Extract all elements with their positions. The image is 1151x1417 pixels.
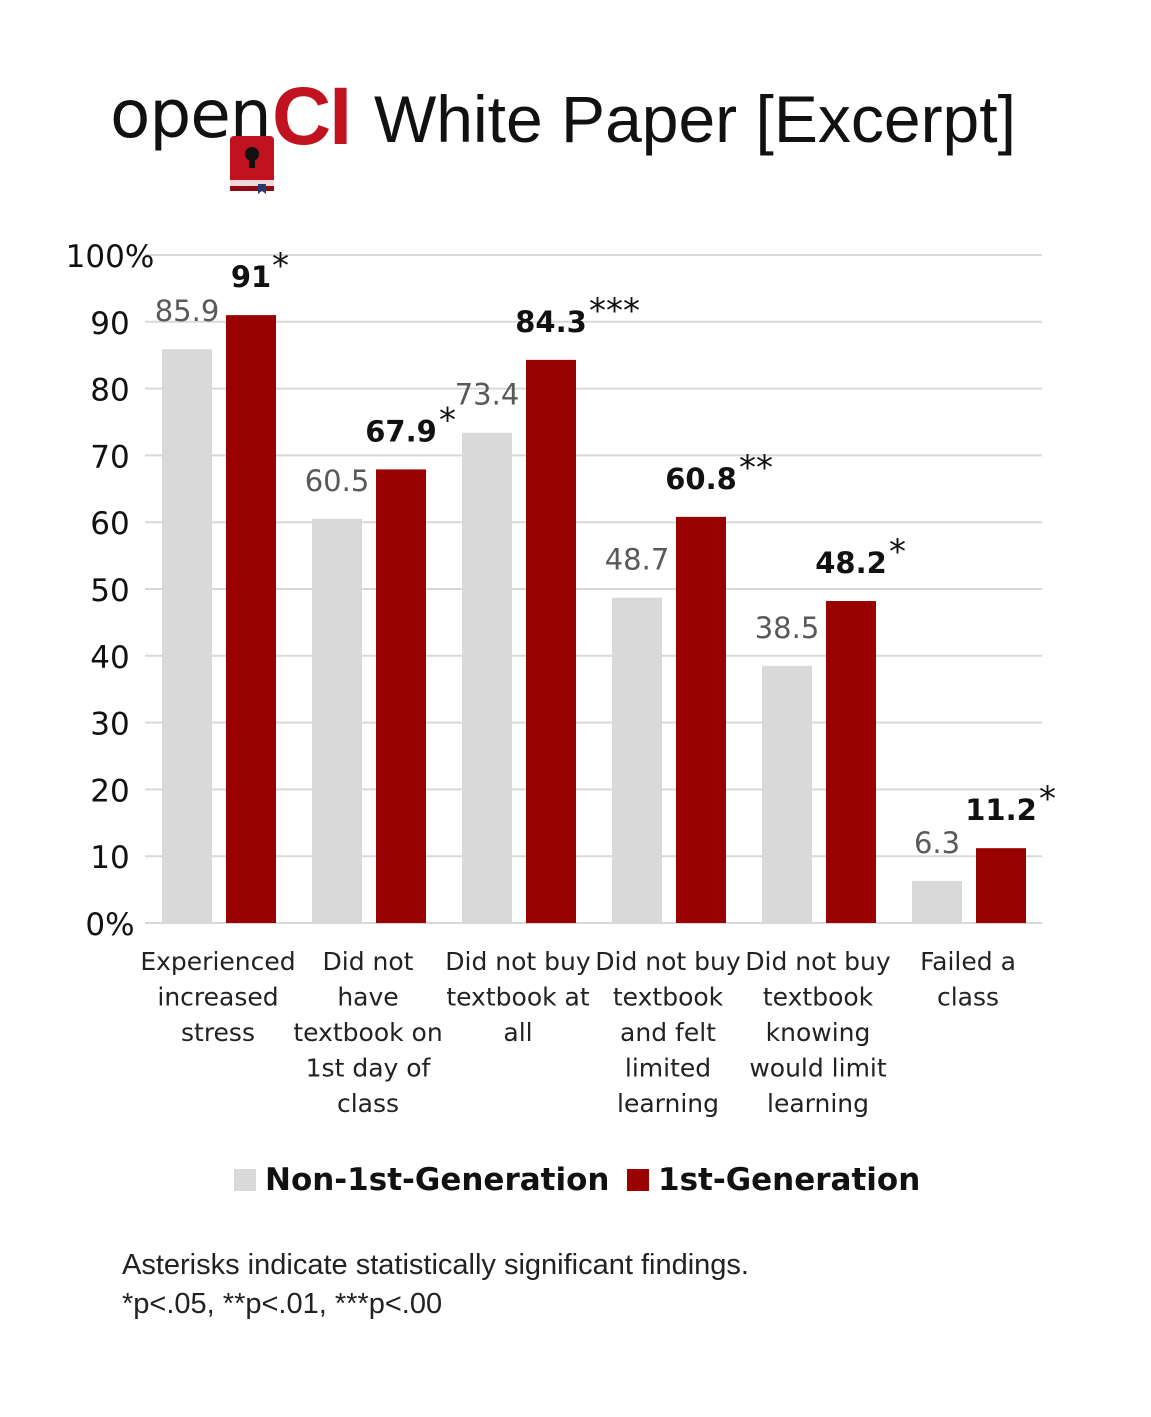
category-label: all — [503, 1018, 532, 1047]
bar-first-gen — [976, 848, 1026, 923]
y-tick-label: 70 — [90, 439, 129, 475]
legend-item-first-gen: 1st-Generation — [627, 1162, 920, 1198]
y-tick-label: 10 — [90, 840, 129, 876]
y-tick-label: 30 — [90, 707, 129, 743]
y-tick-label: 100% — [66, 239, 155, 275]
legend-label-first-gen: 1st-Generation — [658, 1162, 921, 1198]
data-label-first-gen: 48.2 — [815, 546, 887, 580]
logo-ci: CI — [272, 71, 352, 162]
significance-marker: * — [889, 532, 906, 572]
y-tick-label: 80 — [90, 373, 129, 409]
data-label-first-gen: 67.9 — [365, 414, 437, 448]
y-tick-label: 0% — [85, 907, 134, 943]
category-label: have — [337, 983, 398, 1012]
data-label-non-first-gen: 85.9 — [155, 294, 220, 328]
legend-swatch-non-first-gen — [234, 1169, 256, 1191]
category-label: Experienced — [140, 947, 295, 976]
data-label-non-first-gen: 60.5 — [305, 464, 370, 498]
footnote: Asterisks indicate statistically signifi… — [122, 1246, 749, 1324]
bar-non-first-gen — [762, 665, 812, 923]
data-label-first-gen: 91 — [231, 260, 271, 294]
category-label: textbook at — [446, 983, 590, 1012]
bar-first-gen — [376, 469, 426, 923]
category-label: Did not buy — [745, 947, 891, 976]
category-label: limited — [625, 1054, 711, 1083]
bar-first-gen — [826, 601, 876, 923]
category-label: Did not — [323, 947, 414, 976]
y-tick-label: 60 — [90, 506, 129, 542]
y-tick-label: 20 — [90, 773, 129, 809]
bar-first-gen — [226, 315, 276, 923]
y-axis-ticks: 0% 10 20 30 40 50 60 70 80 90 100% — [66, 239, 155, 943]
bar-first-gen — [676, 516, 726, 923]
bar-first-gen — [526, 359, 576, 924]
category-label: textbook — [613, 983, 724, 1012]
category-label: Did not buy — [595, 947, 741, 976]
significance-marker: * — [272, 246, 289, 286]
data-label-first-gen: 60.8 — [665, 462, 737, 496]
data-labels: 85.991 *60.567.9 *73.484.3 ***48.760.8 **38.… — [155, 246, 1056, 860]
footnote-line-2: *p<.05, **p<.01, ***p<.00 — [122, 1288, 443, 1320]
category-label: and felt — [620, 1018, 716, 1047]
data-label-non-first-gen: 73.4 — [455, 378, 520, 412]
category-label: class — [337, 1089, 399, 1118]
category-label: textbook on — [293, 1018, 442, 1047]
bar-non-first-gen — [612, 597, 662, 923]
category-labels: Experienced increased stress Did not have tex… — [140, 947, 1016, 1118]
bar-non-first-gen — [312, 518, 362, 923]
bar-non-first-gen — [462, 432, 512, 923]
category-label: learning — [617, 1089, 719, 1118]
category-label: 1st day of — [306, 1054, 432, 1083]
data-label-first-gen: 11.2 — [965, 793, 1037, 827]
category-label: Did not buy — [445, 947, 591, 976]
y-tick-label: 40 — [90, 640, 129, 676]
category-label: class — [937, 983, 999, 1012]
category-label: would limit — [749, 1054, 887, 1083]
significance-marker: * — [1039, 779, 1056, 819]
category-label: stress — [181, 1018, 255, 1047]
book-lock-icon — [230, 136, 274, 194]
data-label-non-first-gen: 48.7 — [605, 543, 670, 577]
footnote-line-1: Asterisks indicate statistically signifi… — [122, 1249, 749, 1281]
grid-lines — [145, 254, 1042, 924]
category-label: increased — [157, 983, 278, 1012]
significance-marker: ** — [739, 448, 773, 488]
bar-non-first-gen — [162, 349, 212, 923]
page-title: White Paper [Excerpt] — [374, 82, 1016, 156]
category-label: knowing — [766, 1018, 871, 1047]
data-label-non-first-gen: 38.5 — [755, 611, 820, 645]
bars — [162, 315, 1026, 924]
category-label: textbook — [763, 983, 874, 1012]
bar-non-first-gen — [912, 880, 962, 923]
data-label-non-first-gen: 6.3 — [914, 826, 960, 860]
category-label: learning — [767, 1089, 869, 1118]
legend-swatch-first-gen — [627, 1169, 649, 1191]
legend-label-non-first-gen: Non-1st-Generation — [265, 1162, 610, 1198]
significance-marker: *** — [589, 291, 640, 331]
category-label: Failed a — [920, 947, 1016, 976]
significance-marker: * — [439, 400, 456, 440]
y-tick-label: 50 — [90, 573, 129, 609]
legend-item-non-first-gen: Non-1st-Generation — [234, 1162, 609, 1198]
data-label-first-gen: 84.3 — [515, 305, 587, 339]
y-tick-label: 90 — [90, 306, 129, 342]
